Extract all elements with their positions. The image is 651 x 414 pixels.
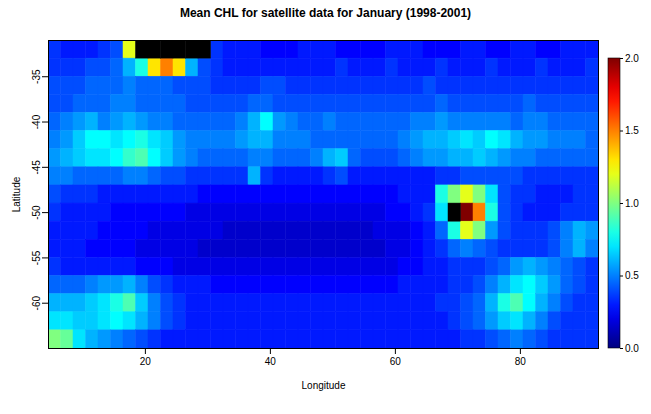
- svg-text:60: 60: [390, 356, 402, 367]
- svg-text:Longitude: Longitude: [302, 380, 346, 391]
- svg-text:0.0: 0.0: [625, 343, 639, 354]
- svg-text:1.0: 1.0: [625, 198, 639, 209]
- svg-text:-50: -50: [31, 205, 42, 220]
- svg-text:-35: -35: [31, 69, 42, 84]
- svg-text:-45: -45: [31, 160, 42, 175]
- svg-text:40: 40: [265, 356, 277, 367]
- svg-text:80: 80: [515, 356, 527, 367]
- svg-text:-55: -55: [31, 250, 42, 265]
- svg-text:1.5: 1.5: [625, 125, 639, 136]
- svg-text:2.0: 2.0: [625, 53, 639, 64]
- svg-text:0.5: 0.5: [625, 270, 639, 281]
- svg-text:-60: -60: [31, 296, 42, 311]
- svg-text:20: 20: [140, 356, 152, 367]
- html-text:Mean CHL for satellite data fo: Mean CHL for satellite data for January …: [179, 6, 472, 20]
- svg-text:-40: -40: [31, 114, 42, 129]
- svg-text:Latitude: Latitude: [11, 176, 22, 212]
